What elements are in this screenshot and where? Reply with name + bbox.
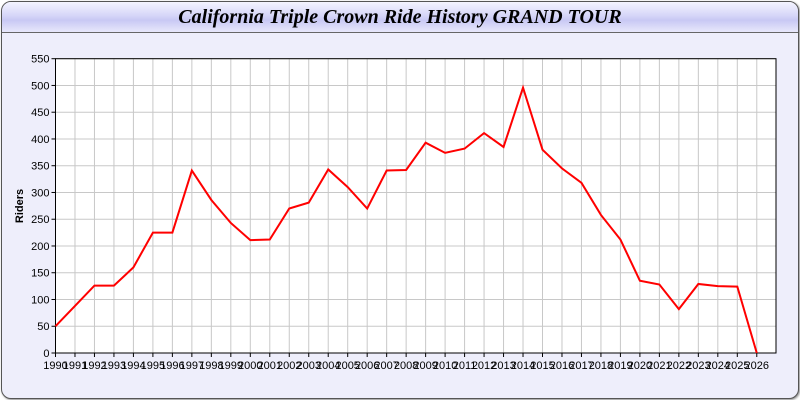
x-tick-label: 2009 [413,360,437,372]
y-tick-label: 450 [31,107,49,119]
x-tick-label: 1997 [180,360,204,372]
x-tick-label: 2001 [258,360,282,372]
x-tick-label: 1992 [82,360,106,372]
x-tick-label: 2025 [725,360,749,372]
x-tick-label: 2014 [511,360,535,372]
x-tick-label: 2018 [589,360,613,372]
x-tick-label: 2023 [686,360,710,372]
x-tick-label: 1990 [43,360,67,372]
x-tick-label: 1994 [121,360,145,372]
chart-header: California Triple Crown Ride History GRA… [2,2,798,33]
y-tick-label: 350 [31,161,49,173]
x-tick-label: 2000 [238,360,262,372]
x-tick-label: 2005 [335,360,359,372]
x-tick-label: 1998 [199,360,223,372]
y-tick-label: 250 [31,214,49,226]
chart-title: California Triple Crown Ride History GRA… [178,6,622,28]
y-tick-label: 550 [31,54,49,66]
x-tick-label: 2010 [433,360,457,372]
x-tick-label: 2011 [453,360,477,372]
x-tick-label: 2013 [491,360,515,372]
plot-area [55,58,776,353]
y-tick-label: 50 [37,321,49,333]
x-tick-label: 1993 [102,360,126,372]
y-tick-label: 400 [31,134,49,146]
x-tick-label: 2020 [628,360,652,372]
x-tick-label: 2007 [374,360,398,372]
x-tick-label: 2026 [745,360,769,372]
x-tick-label: 1991 [63,360,87,372]
x-tick-label: 2016 [550,360,574,372]
x-tick-label: 2022 [667,360,691,372]
x-tick-label: 2006 [355,360,379,372]
y-tick-label: 300 [31,187,49,199]
x-tick-label: 1996 [160,360,184,372]
x-tick-label: 2015 [530,360,554,372]
y-tick-label: 500 [31,80,49,92]
y-tick-label: 200 [31,241,49,253]
x-tick-label: 2019 [608,360,632,372]
x-tick-label: 2024 [706,360,730,372]
x-tick-label: 2002 [277,360,301,372]
x-tick-label: 2012 [472,360,496,372]
x-tick-label: 2017 [569,360,593,372]
x-tick-label: 1995 [141,360,165,372]
x-tick-label: 2003 [296,360,320,372]
x-tick-label: 2004 [316,360,340,372]
x-tick-label: 2008 [394,360,418,372]
y-tick-label: 0 [43,348,49,360]
x-tick-label: 2021 [647,360,671,372]
plot-border [55,58,777,354]
y-axis-label: Riders [14,189,26,223]
y-tick-label: 150 [31,268,49,280]
y-tick-label: 100 [31,294,49,306]
x-tick-label: 1999 [219,360,243,372]
